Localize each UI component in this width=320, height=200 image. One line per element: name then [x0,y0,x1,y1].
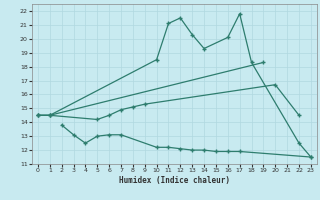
X-axis label: Humidex (Indice chaleur): Humidex (Indice chaleur) [119,176,230,185]
